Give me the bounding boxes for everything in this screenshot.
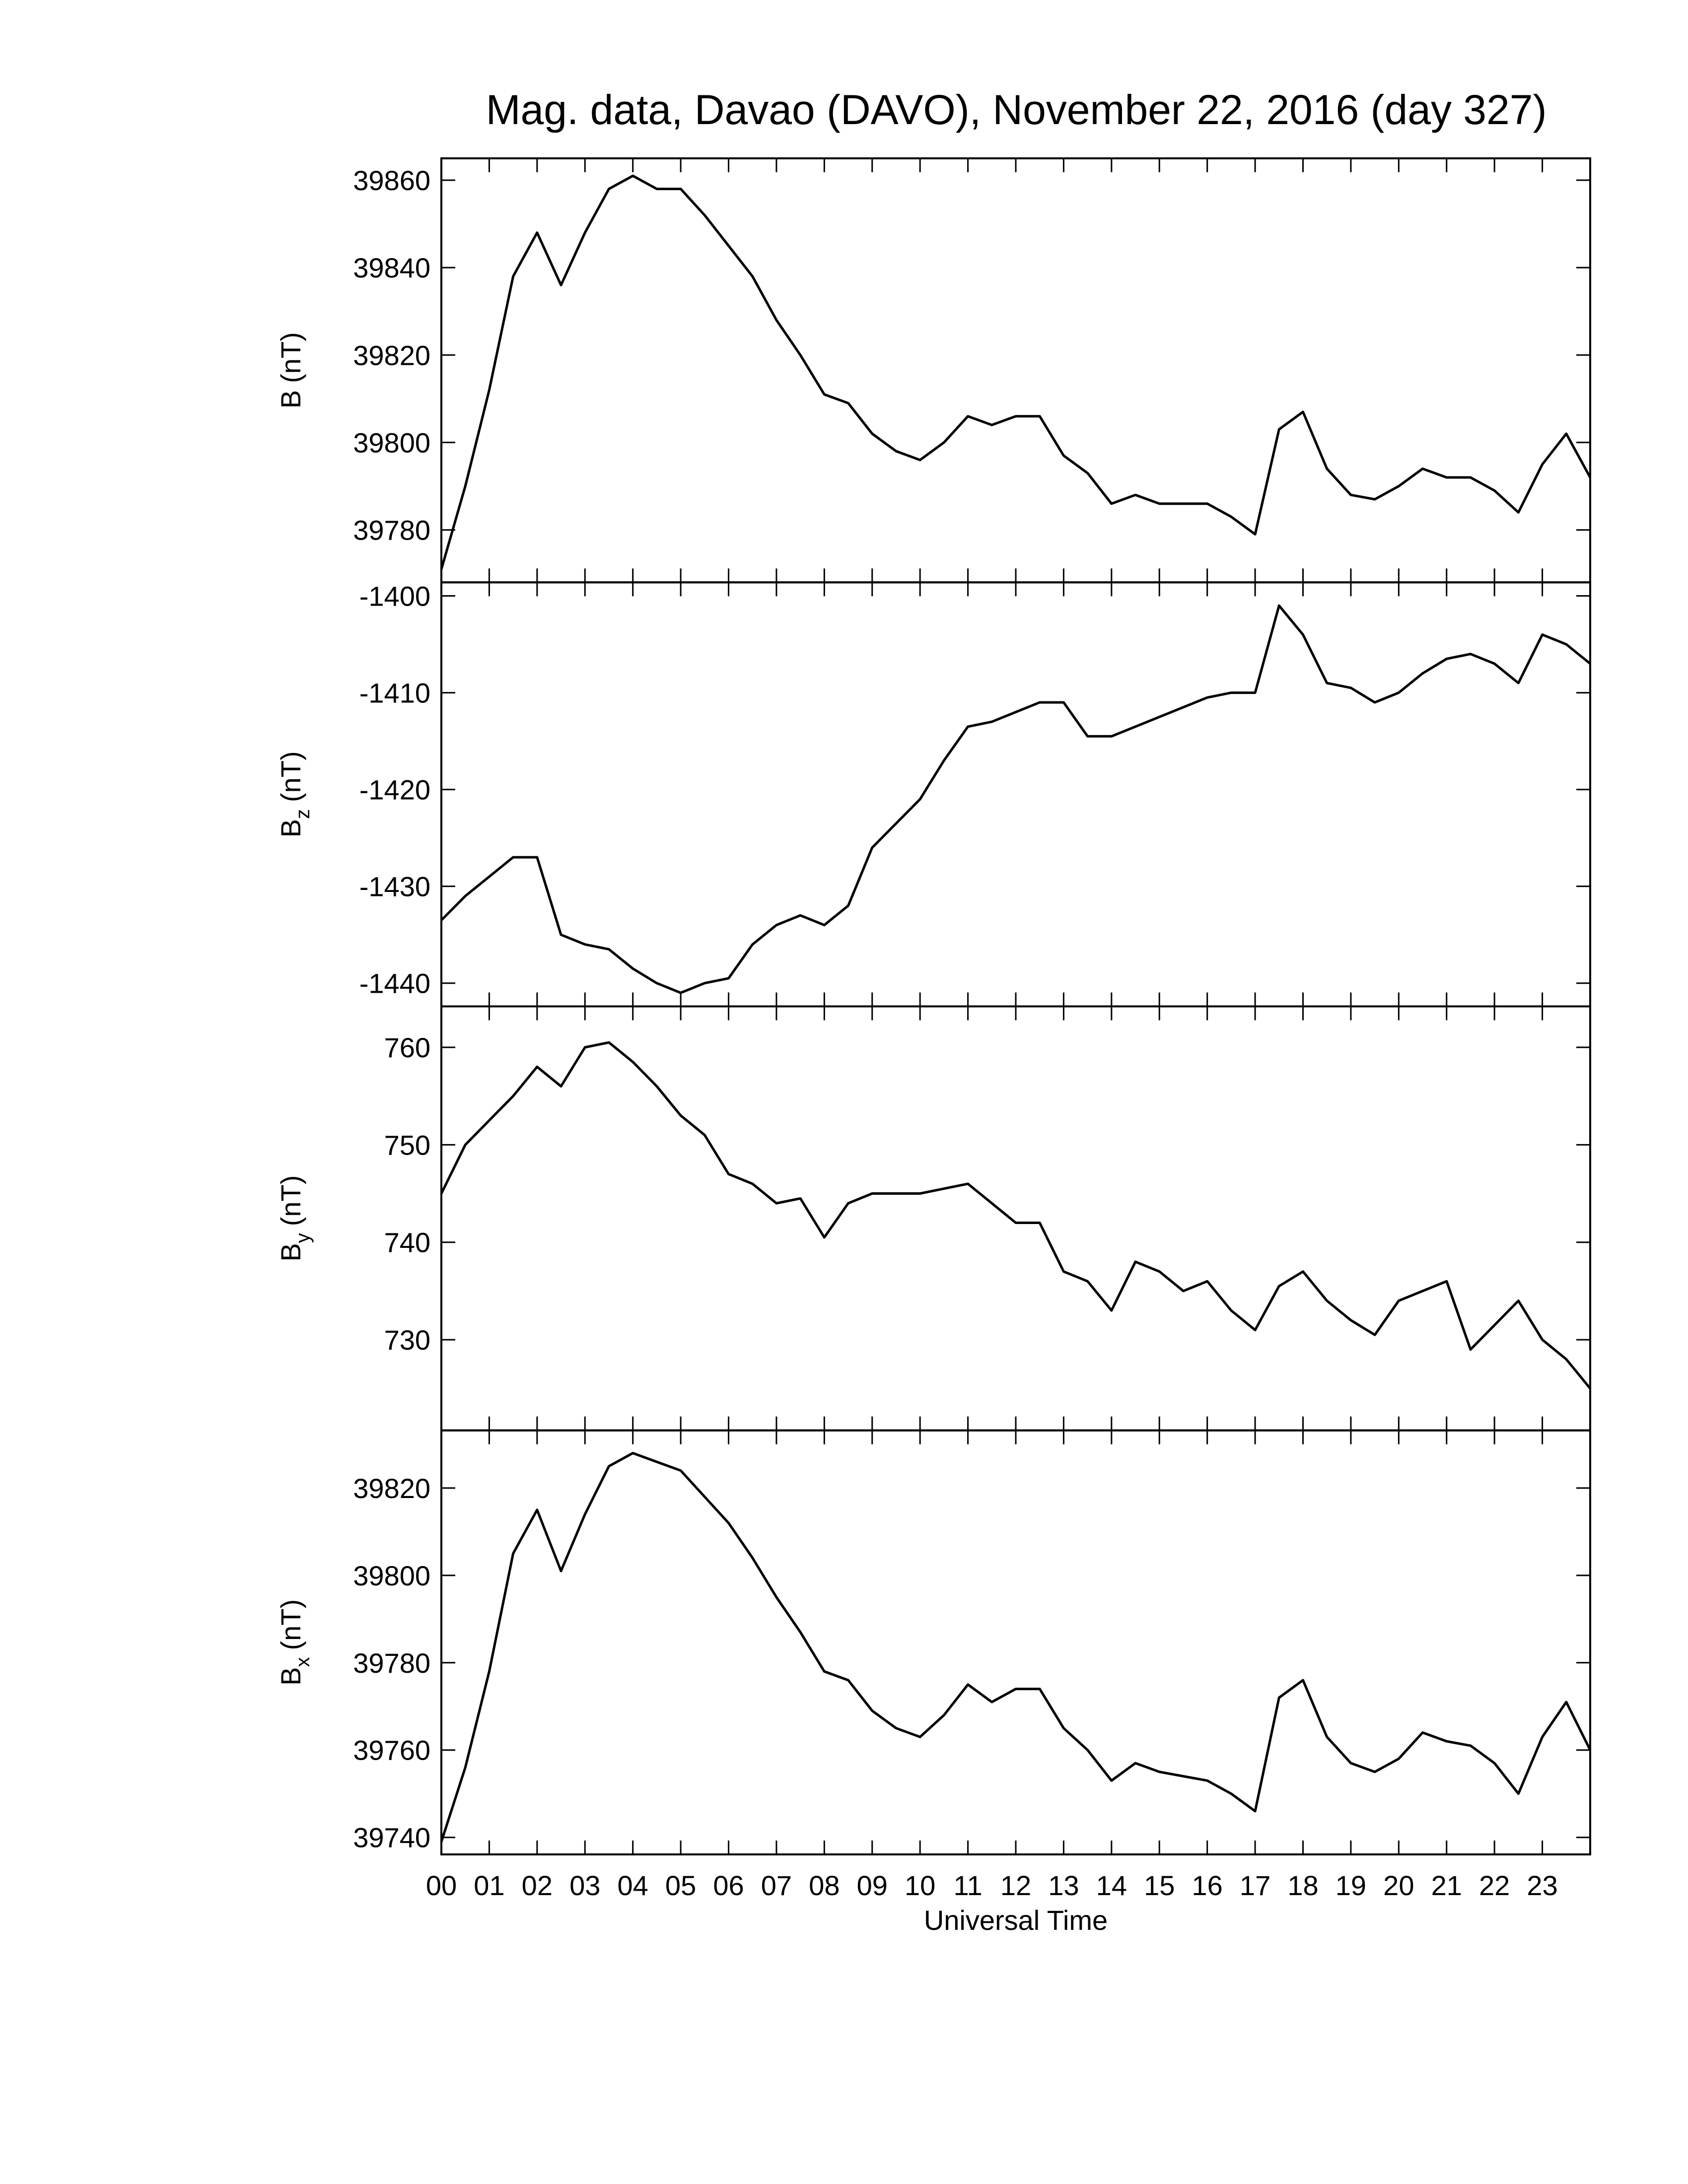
x-tick-label: 15 <box>1144 1870 1175 1901</box>
y-tick-label: 740 <box>384 1227 430 1258</box>
x-tick-label: 11 <box>954 1870 983 1901</box>
y-tick-label: 39780 <box>353 1647 430 1679</box>
y-label-unit: (nT) <box>275 1175 306 1227</box>
x-tick-label: 00 <box>426 1870 457 1901</box>
x-tick-label: 06 <box>713 1870 744 1901</box>
chart-title: Mag. data, Davao (DAVO), November 22, 20… <box>486 86 1547 133</box>
y-tick-label: 39840 <box>353 252 430 283</box>
x-tick-label: 02 <box>522 1870 553 1901</box>
y-tick-label: 39800 <box>353 1560 430 1591</box>
y-label-subscript: y <box>292 1233 314 1243</box>
y-tick-label: -1440 <box>359 968 430 999</box>
x-tick-label: 21 <box>1431 1870 1462 1901</box>
x-tick-label: 07 <box>761 1870 792 1901</box>
x-tick-label: 23 <box>1527 1870 1557 1901</box>
y-label-unit: (nT) <box>275 332 306 383</box>
y-tick-label: 750 <box>384 1129 430 1160</box>
y-tick-label: 39780 <box>353 515 430 546</box>
y-label-symbol: B <box>275 1243 306 1261</box>
y-tick-label: 39800 <box>353 427 430 458</box>
data-line <box>440 174 1592 570</box>
y-axis-label: Bx (nT) <box>275 1599 314 1686</box>
y-tick-label: 39820 <box>353 1473 430 1504</box>
x-tick-label: 16 <box>1192 1870 1223 1901</box>
y-tick-label: 39760 <box>353 1735 430 1766</box>
y-tick-label: 39740 <box>353 1822 430 1853</box>
y-label-symbol: B <box>275 1667 306 1686</box>
y-tick-label: 39860 <box>353 165 430 196</box>
x-tick-label: 14 <box>1096 1870 1127 1901</box>
y-tick-label: -1420 <box>359 774 430 806</box>
data-line <box>440 1452 1592 1843</box>
x-tick-label: 22 <box>1479 1870 1510 1901</box>
data-line <box>440 604 1591 994</box>
x-tick-label: 20 <box>1383 1870 1414 1901</box>
x-tick-label: 03 <box>569 1870 600 1901</box>
y-axis-label: By (nT) <box>275 1175 314 1262</box>
data-line <box>440 1041 1591 1389</box>
y-label-symbol: B <box>275 819 306 837</box>
x-axis-label: Universal Time <box>924 1905 1108 1936</box>
x-tick-label: 09 <box>857 1870 888 1901</box>
x-tick-label: 19 <box>1336 1870 1366 1901</box>
y-tick-label: 730 <box>384 1324 430 1356</box>
x-tick-label: 18 <box>1287 1870 1318 1901</box>
x-tick-label: 17 <box>1240 1870 1270 1901</box>
x-tick-label: 05 <box>665 1870 696 1901</box>
y-label-symbol: B <box>275 390 306 409</box>
x-tick-label: 08 <box>809 1870 840 1901</box>
y-tick-label: 39820 <box>353 340 430 371</box>
y-label-subscript: x <box>292 1657 314 1667</box>
y-axis-label: B (nT) <box>275 332 306 409</box>
y-axis-label: Bz (nT) <box>275 751 314 837</box>
x-tick-label: 10 <box>905 1870 935 1901</box>
x-tick-label: 13 <box>1048 1870 1079 1901</box>
x-tick-label: 04 <box>618 1870 648 1901</box>
y-label-unit: (nT) <box>275 1599 306 1650</box>
y-tick-label: -1410 <box>359 678 430 709</box>
y-label-unit: (nT) <box>275 751 306 802</box>
x-tick-label: 12 <box>1000 1870 1031 1901</box>
y-label-subscript: z <box>292 809 314 819</box>
y-tick-label: -1400 <box>359 581 430 612</box>
y-tick-label: 760 <box>384 1032 430 1063</box>
x-tick-label: 01 <box>474 1870 504 1901</box>
y-tick-label: -1430 <box>359 871 430 902</box>
